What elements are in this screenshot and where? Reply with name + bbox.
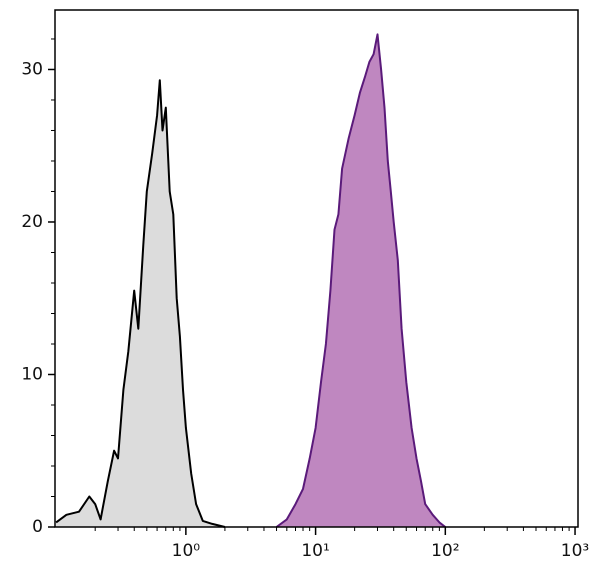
histogram-outline — [55, 79, 226, 528]
x-tick-label: 10⁰ — [172, 541, 201, 561]
plot-frame — [54, 9, 579, 528]
y-tick-label: 20 — [21, 212, 43, 232]
y-tick-label: 0 — [32, 517, 43, 537]
y-tick-label: 10 — [21, 364, 43, 384]
y-tick-label: 30 — [21, 59, 43, 79]
x-tick-label: 10¹ — [301, 541, 329, 561]
histogram-area — [276, 34, 446, 528]
x-tick-label: 10³ — [561, 541, 589, 561]
histogram-outline — [275, 33, 446, 528]
x-tick-label: 10² — [431, 541, 459, 561]
